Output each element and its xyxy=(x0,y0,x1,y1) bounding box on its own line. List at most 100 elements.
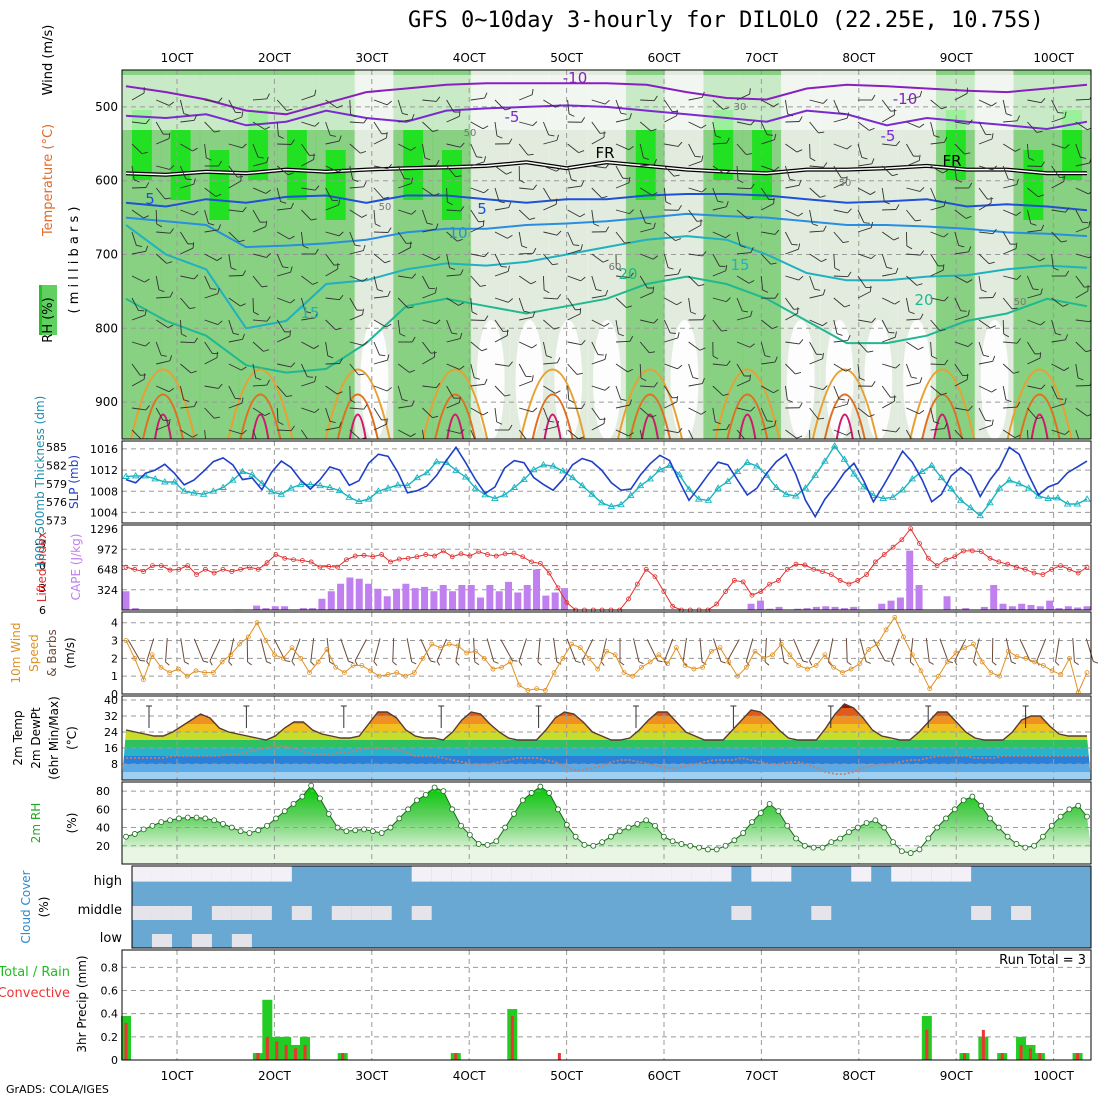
precip-convective-bar xyxy=(1000,1053,1004,1060)
wind-barb xyxy=(785,243,801,255)
wind-barb xyxy=(615,165,629,179)
wind-barb xyxy=(180,363,197,374)
wind-barb xyxy=(252,209,266,223)
wind-barb xyxy=(519,184,537,190)
wind-barb xyxy=(228,99,242,114)
thickness-point xyxy=(966,503,975,511)
wind-barb xyxy=(567,244,583,255)
date-tick-bottom: 9OCT xyxy=(940,1069,973,1083)
wind-speed-point xyxy=(464,650,470,656)
wind-speed-point xyxy=(735,673,740,679)
wind-barb xyxy=(398,400,415,409)
wind-barb xyxy=(736,120,755,126)
wind-barb xyxy=(301,341,319,349)
temperature-grid xyxy=(122,696,1091,780)
wind-barb xyxy=(131,245,149,255)
slp-thickness-lines xyxy=(122,442,1091,519)
cape-bar xyxy=(747,603,755,610)
wind-barb xyxy=(373,253,391,264)
li-point xyxy=(423,552,429,557)
wind-barb xyxy=(663,253,674,270)
thickness-point xyxy=(258,479,266,486)
wind-barb xyxy=(1002,429,1021,439)
surface-wind-barb xyxy=(646,638,663,663)
wind-barb xyxy=(1027,161,1045,167)
wind-barb xyxy=(881,385,897,398)
cape-bar xyxy=(542,595,550,610)
wind-barb xyxy=(760,253,777,265)
wind-barb xyxy=(906,377,923,387)
wind-barb xyxy=(930,423,948,431)
wind-barb xyxy=(833,143,852,150)
isotherm-30 xyxy=(434,393,477,439)
wind-speed-point xyxy=(1049,668,1055,674)
rh-point xyxy=(1084,813,1090,820)
wind-barb xyxy=(906,209,922,222)
li-tick-label: -3 xyxy=(35,537,46,550)
wind-barb xyxy=(156,355,173,365)
wind-barb xyxy=(809,209,818,227)
wind-barb xyxy=(204,143,212,161)
wind-barb xyxy=(180,242,195,255)
wind-barb xyxy=(470,209,485,223)
wind-barb xyxy=(1027,319,1046,326)
precip-convective-bar xyxy=(1028,1048,1032,1060)
cape-grid xyxy=(122,525,1091,610)
wind-barb xyxy=(422,351,436,365)
wind-barb xyxy=(325,253,340,266)
thickness-point xyxy=(918,467,926,475)
wind-barb xyxy=(228,165,244,178)
wind-barb xyxy=(204,275,217,290)
wind-barb xyxy=(954,143,971,155)
wind-barb xyxy=(712,423,730,431)
rh-point xyxy=(907,850,914,856)
wind-barb xyxy=(252,220,268,233)
rh-point xyxy=(237,828,244,835)
wind-barb xyxy=(664,385,678,399)
rh-point xyxy=(175,815,182,822)
wind-barb xyxy=(398,177,414,189)
surface-wind-barb xyxy=(209,638,221,666)
wind-barb xyxy=(155,209,163,228)
wind-barb xyxy=(252,341,270,352)
wind-speed-point xyxy=(149,652,155,658)
cloud-gap xyxy=(171,906,192,920)
wind-barb xyxy=(349,117,368,124)
wind-barb xyxy=(397,241,412,255)
cloud-gap xyxy=(291,906,312,920)
wind-barb xyxy=(1027,253,1045,262)
wind-barb xyxy=(131,405,150,411)
upper-air-panel: -10 -10 -5 -5 FR FR 5 5 10 15 15 20 20 30 50 50 50 60 50 5… xyxy=(39,69,1092,440)
wind-barb xyxy=(712,385,729,396)
wind-barb xyxy=(639,363,647,382)
wind-barb xyxy=(833,231,849,244)
precip-convective-bar xyxy=(981,1029,985,1060)
wind-barb xyxy=(131,118,150,125)
wind-barb xyxy=(1026,429,1029,439)
contour-label: 15 xyxy=(300,304,319,322)
slp-grid xyxy=(122,441,1091,523)
wind-barb xyxy=(1027,224,1045,233)
rh-point xyxy=(502,824,509,831)
wind-barb xyxy=(470,407,489,416)
contour-label: 50 xyxy=(1014,297,1027,308)
cape-bar xyxy=(467,585,475,610)
surface-wind-barb xyxy=(873,639,890,662)
temperature-tick-label: 40 xyxy=(104,694,118,707)
wind-barb xyxy=(736,275,755,284)
surface-wind-barb xyxy=(845,637,852,666)
wind-barb xyxy=(591,353,607,365)
wind-speed-point xyxy=(778,641,784,647)
li-point xyxy=(485,552,490,557)
wind-barb xyxy=(615,297,632,308)
temperature-axis: 40 32 24 16 8 xyxy=(104,694,118,771)
wind-barb xyxy=(639,341,656,354)
rh-area-fill xyxy=(122,785,1091,854)
cape-bar xyxy=(980,606,988,610)
li-point xyxy=(511,550,517,556)
wind-barb xyxy=(615,143,634,151)
cloud-gap xyxy=(151,866,172,882)
wind-barb xyxy=(785,275,804,281)
wind-barb xyxy=(615,253,622,272)
wind-barb xyxy=(397,297,414,309)
